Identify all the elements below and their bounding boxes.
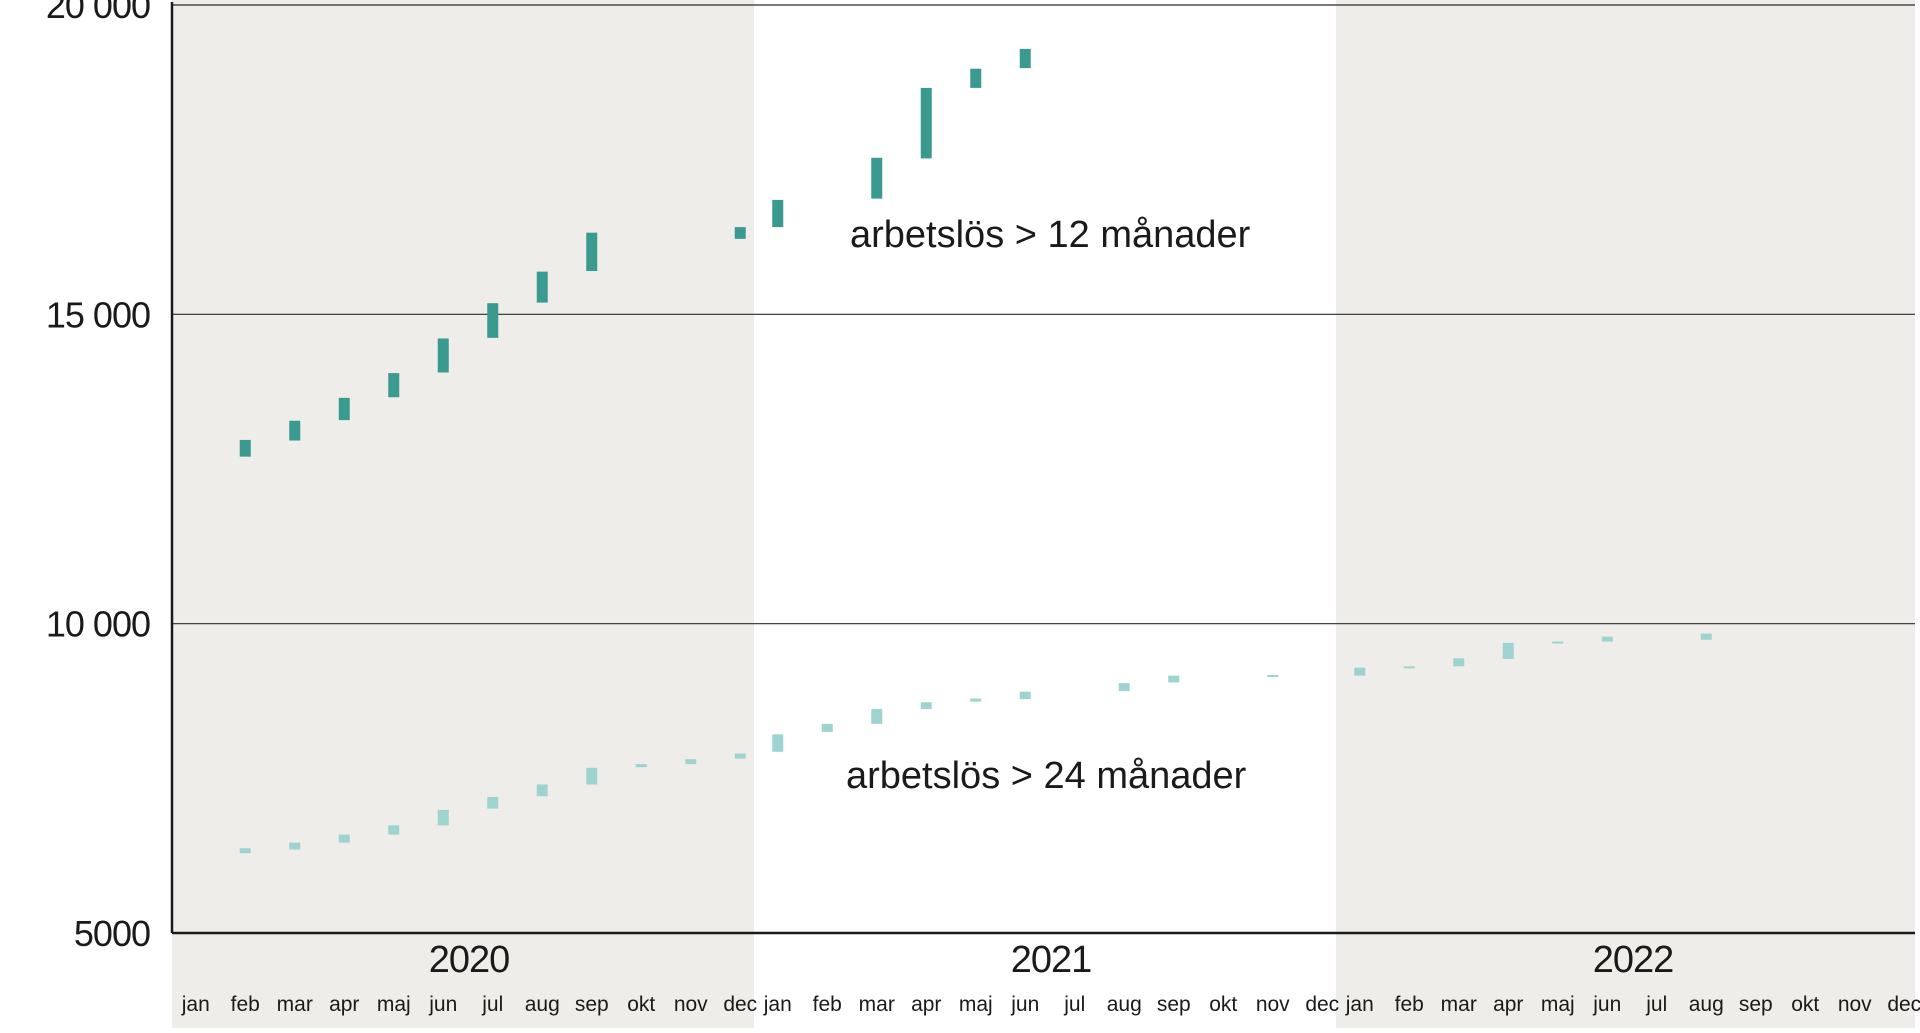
- month-label-2021-jan: jan: [763, 993, 792, 1016]
- month-label-2022-okt: okt: [1791, 993, 1819, 1016]
- range-bar-24m-2021-04: [920, 702, 932, 710]
- range-bar-24m-2021-08: [1118, 683, 1130, 692]
- range-bar-12m-2020-08: [536, 271, 548, 303]
- month-label-2021-jul: jul: [1063, 993, 1085, 1016]
- range-bar-24m-2020-05: [388, 825, 400, 835]
- range-bar-24m-2021-03: [871, 709, 883, 724]
- range-bar-24m-2020-03: [289, 842, 301, 850]
- range-bar-24m-2022-02: [1403, 666, 1415, 669]
- month-label-2021-okt: okt: [1209, 993, 1237, 1016]
- range-bar-12m-2020-03: [289, 420, 301, 441]
- month-label-2020-feb: feb: [231, 993, 260, 1016]
- annotation-12-months: arbetslös > 12 månader: [850, 214, 1251, 256]
- month-label-2022-feb: feb: [1395, 993, 1424, 1016]
- month-label-2021-sep: sep: [1157, 993, 1191, 1016]
- range-bars: [239, 48, 1712, 854]
- range-bar-24m-2021-06: [1019, 691, 1031, 700]
- axes: [170, 2, 1915, 935]
- range-bar-24m-2021-09: [1168, 675, 1180, 683]
- year-band-2020: [172, 0, 754, 1028]
- month-label-2020-jan: jan: [181, 993, 210, 1016]
- range-bar-24m-2022-05: [1552, 641, 1564, 644]
- range-bar-24m-2021-02: [821, 723, 833, 732]
- range-bar-12m-2020-09: [586, 232, 598, 272]
- month-label-2022-nov: nov: [1838, 993, 1872, 1016]
- range-bar-24m-2022-04: [1502, 642, 1514, 659]
- range-bar-24m-2020-02: [239, 848, 251, 854]
- range-bar-24m-2021-11: [1267, 675, 1279, 678]
- range-bar-24m-2021-05: [970, 698, 982, 702]
- gridlines: [172, 4, 1915, 625]
- range-bar-12m-2020-02: [239, 439, 251, 457]
- month-label-2022-aug: aug: [1689, 993, 1724, 1016]
- month-label-2021-apr: apr: [911, 993, 941, 1016]
- month-label-2021-mar: mar: [859, 993, 895, 1016]
- range-bar-12m-2020-12: [734, 227, 746, 239]
- range-bar-24m-2020-04: [338, 834, 350, 843]
- year-bands: [172, 0, 1915, 1028]
- range-bar-24m-2020-06: [437, 809, 449, 826]
- month-label-2020-nov: nov: [674, 993, 708, 1016]
- month-label-2020-okt: okt: [627, 993, 655, 1016]
- month-label-2021-dec: dec: [1305, 993, 1339, 1016]
- range-bar-24m-2020-12: [734, 753, 746, 759]
- range-bar-24m-2022-06: [1601, 636, 1613, 642]
- y-tick-label-15000: 15 000: [46, 294, 150, 335]
- range-bar-24m-2022-01: [1354, 667, 1366, 676]
- year-band-2022: [1336, 0, 1915, 1028]
- year-label-2021: 2021: [1011, 939, 1092, 981]
- year-label-2020: 2020: [429, 939, 510, 981]
- range-bar-12m-2020-04: [338, 397, 350, 421]
- month-label-2021-nov: nov: [1256, 993, 1290, 1016]
- month-label-2021-aug: aug: [1107, 993, 1142, 1016]
- range-bar-12m-2021-04: [920, 87, 932, 159]
- range-bar-12m-2020-07: [487, 303, 499, 338]
- month-label-2020-jul: jul: [481, 993, 503, 1016]
- month-label-2020-aug: aug: [525, 993, 560, 1016]
- month-label-2020-maj: maj: [377, 993, 411, 1016]
- range-bar-24m-2020-08: [536, 784, 548, 797]
- annotations: arbetslös > 12 månader arbetslös > 24 mån…: [846, 214, 1251, 797]
- range-bar-24m-2022-03: [1453, 658, 1465, 667]
- month-label-2022-mar: mar: [1441, 993, 1477, 1016]
- month-label-2020-mar: mar: [277, 993, 313, 1016]
- month-label-2021-maj: maj: [959, 993, 993, 1016]
- range-bar-12m-2021-05: [970, 68, 982, 88]
- month-label-2022-dec: dec: [1887, 993, 1920, 1016]
- year-label-2022: 2022: [1593, 939, 1674, 981]
- annotation-24-months: arbetslös > 24 månader: [846, 755, 1247, 797]
- range-bar-24m-2022-08: [1700, 633, 1712, 640]
- month-label-2022-jan: jan: [1345, 993, 1374, 1016]
- month-label-2021-jun: jun: [1010, 993, 1039, 1016]
- range-bar-24m-2021-01: [772, 734, 784, 752]
- month-label-2021-feb: feb: [813, 993, 842, 1016]
- month-label-2020-dec: dec: [723, 993, 757, 1016]
- month-label-2022-jul: jul: [1645, 993, 1667, 1016]
- range-bar-12m-2021-03: [871, 157, 883, 199]
- month-label-2020-jun: jun: [428, 993, 457, 1016]
- month-label-2022-sep: sep: [1739, 993, 1773, 1016]
- range-bar-24m-2020-10: [635, 764, 647, 768]
- month-label-2022-jun: jun: [1592, 993, 1621, 1016]
- y-tick-label-5000: 5000: [74, 913, 150, 954]
- month-label-2022-apr: apr: [1493, 993, 1523, 1016]
- month-label-2020-sep: sep: [575, 993, 609, 1016]
- range-bar-12m-2021-01: [772, 199, 784, 228]
- range-bar-12m-2021-06: [1019, 48, 1031, 69]
- range-bar-12m-2020-05: [388, 373, 400, 398]
- range-bar-24m-2020-09: [586, 767, 598, 785]
- range-bar-24m-2020-11: [685, 759, 697, 765]
- month-label-2022-maj: maj: [1541, 993, 1575, 1016]
- y-tick-label-20000: 20 000: [46, 0, 150, 26]
- range-bar-24m-2020-07: [487, 796, 499, 809]
- month-label-2020-apr: apr: [329, 993, 359, 1016]
- range-bar-12m-2020-06: [437, 338, 449, 373]
- y-tick-label-10000: 10 000: [46, 604, 150, 645]
